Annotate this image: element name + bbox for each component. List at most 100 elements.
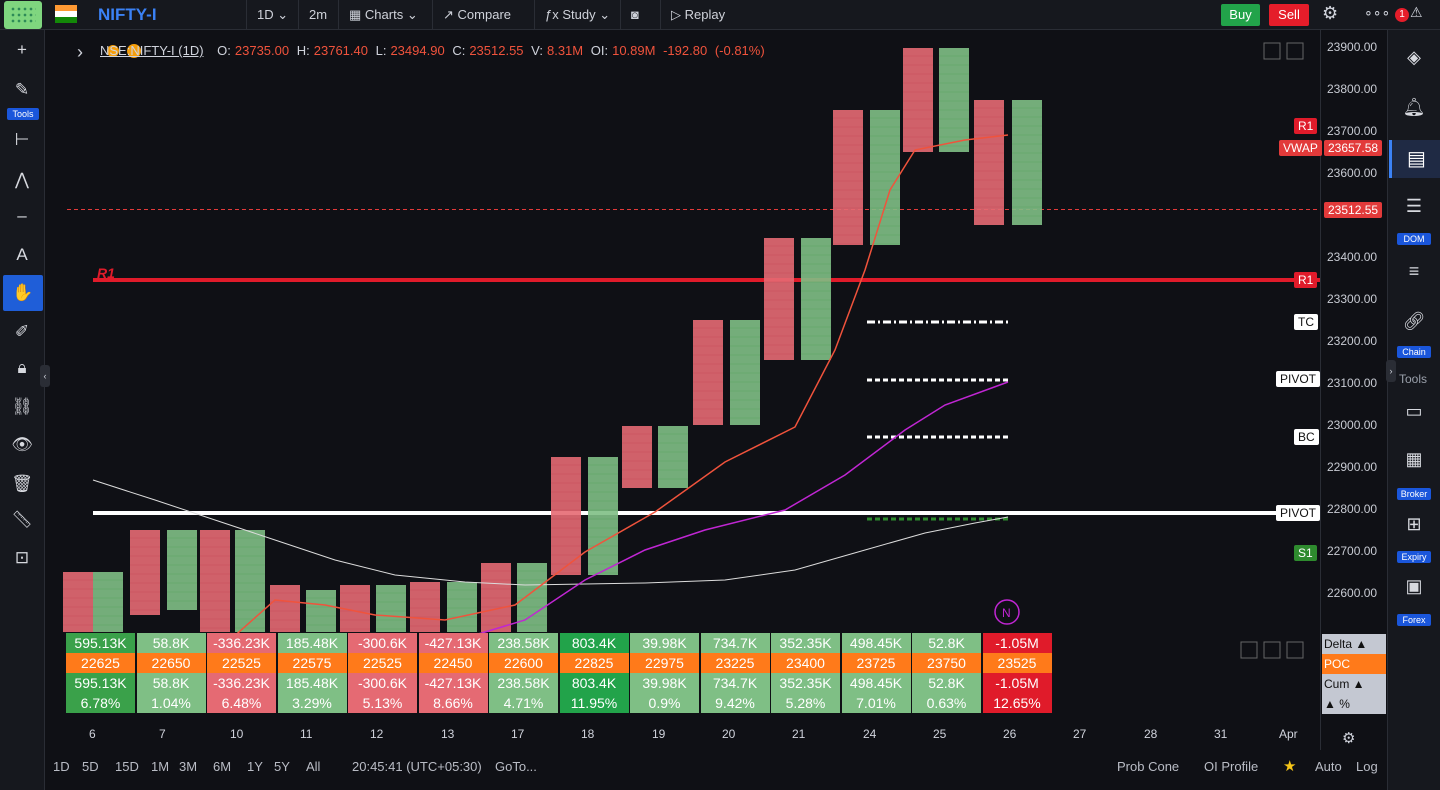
- dom-icon[interactable]: ☰: [1405, 196, 1423, 216]
- table-cell-delta: -336.23K: [207, 633, 276, 653]
- news-badge: [994, 599, 1020, 625]
- horizontal-line-icon[interactable]: –: [17, 206, 27, 225]
- table-cell-delta: 352.35K: [771, 633, 840, 653]
- price-axis[interactable]: 23900.00 23800.00 23700.00 23600.00 2340…: [1320, 30, 1387, 750]
- table-cell-pct: 1.04%: [136, 693, 206, 713]
- layers-icon[interactable]: ◈: [1407, 47, 1421, 67]
- collapse-right-icon[interactable]: ›: [1386, 360, 1396, 382]
- charts-dropdown[interactable]: ▦ Charts ⌄: [338, 0, 429, 30]
- zoom-icon[interactable]: ⊡: [14, 548, 30, 567]
- x-tick-label: 7: [159, 727, 166, 741]
- range-5y[interactable]: 5Y: [274, 759, 290, 774]
- poc-legend[interactable]: POC: [1322, 654, 1386, 674]
- table-cell-poc: 23400: [771, 653, 840, 673]
- x-tick-label: 13: [441, 727, 455, 741]
- goto-button[interactable]: GoTo...: [495, 759, 537, 774]
- table-cell-delta: -300.6K: [348, 633, 417, 653]
- prob-cone-button[interactable]: Prob Cone: [1117, 759, 1180, 774]
- collapse-legend-icon: ›: [77, 42, 83, 62]
- footprint-bar: [730, 320, 760, 425]
- expiry-tag: Expiry: [1397, 551, 1431, 563]
- text-tool-icon[interactable]: A: [16, 245, 28, 264]
- table-cell-delta: 595.13K: [66, 633, 135, 653]
- link-icon[interactable]: ⛓︎: [11, 397, 33, 416]
- star-icon[interactable]: ★: [1283, 758, 1297, 775]
- magnet-tool[interactable]: ✋: [3, 275, 43, 311]
- range-all[interactable]: All: [306, 759, 321, 774]
- pct-legend[interactable]: ▲ %: [1322, 694, 1386, 714]
- oi-profile-button[interactable]: OI Profile: [1204, 759, 1259, 774]
- high-label: H:: [296, 43, 310, 58]
- auto-scale-button[interactable]: Auto: [1315, 759, 1342, 774]
- trash-icon[interactable]: 🗑︎: [11, 474, 33, 493]
- timeframe-button[interactable]: 2m: [298, 0, 338, 30]
- eye-icon[interactable]: 👁︎: [11, 435, 33, 454]
- currency-icon: [127, 44, 141, 58]
- brush-icon[interactable]: ✐: [14, 322, 30, 341]
- footprint-bar: [200, 530, 230, 632]
- watchlist-tab[interactable]: ▤: [1389, 140, 1440, 178]
- ruler-icon[interactable]: 📏︎: [11, 510, 33, 529]
- list-icon[interactable]: ≡: [1408, 261, 1420, 281]
- pattern-icon[interactable]: ⋀: [15, 170, 29, 189]
- footprint-bar: [270, 585, 300, 632]
- x-tick-label: 18: [581, 727, 595, 741]
- more-icon[interactable]: ∘∘∘: [1364, 4, 1391, 20]
- table-cell-pct: 6.48%: [207, 693, 276, 713]
- settings-gear-icon[interactable]: ⚙: [1342, 730, 1356, 747]
- table-cell-cum: 238.58K: [489, 673, 558, 693]
- footprint-bar: [306, 590, 336, 632]
- warning-icon[interactable]: ⚠: [1410, 4, 1423, 20]
- price-tick: 23600.00: [1327, 166, 1378, 180]
- chain-icon[interactable]: 🔗︎: [1402, 311, 1426, 331]
- interval-dropdown[interactable]: 1D ⌄: [246, 0, 301, 30]
- footprint-bar: [130, 530, 160, 615]
- x-tick-label: 27: [1073, 727, 1087, 741]
- sell-button[interactable]: Sell: [1269, 4, 1309, 26]
- grid-icon[interactable]: ▦: [1405, 449, 1423, 469]
- x-tick-label: 6: [89, 727, 96, 741]
- dom-tag: DOM: [1397, 233, 1431, 245]
- table-cell-delta: -427.13K: [418, 633, 488, 653]
- footprint-bar: [235, 530, 265, 632]
- table-cell-cum: 498.45K: [841, 673, 911, 693]
- range-15d[interactable]: 15D: [115, 759, 139, 774]
- pencil-icon[interactable]: ✎: [14, 80, 30, 99]
- gear-icon[interactable]: ⚙: [1322, 3, 1339, 23]
- table-cell-cum: 58.8K: [136, 673, 206, 693]
- candlestick-chart[interactable]: R1 N ›: [45, 30, 1320, 750]
- change-percent: (-0.81%): [714, 43, 765, 58]
- range-1d[interactable]: 1D: [53, 759, 70, 774]
- app-logo[interactable]: [4, 1, 42, 29]
- ohlc-legend: NSE:NIFTY-I (1D) O: 23735.00 H: 23761.40 L…: [100, 43, 769, 58]
- notification-badge[interactable]: 1: [1395, 8, 1409, 22]
- footprint-bar: [833, 110, 863, 245]
- collapse-left-icon[interactable]: ‹: [40, 365, 50, 387]
- table-cell-pct: 12.65%: [982, 693, 1052, 713]
- x-tick-label: 26: [1003, 727, 1017, 741]
- range-1y[interactable]: 1Y: [247, 759, 263, 774]
- buy-button[interactable]: Buy: [1221, 4, 1260, 26]
- range-1m[interactable]: 1M: [151, 759, 170, 774]
- bell-icon[interactable]: 🔔︎: [1402, 97, 1426, 117]
- calendar-icon[interactable]: ▣: [1405, 576, 1423, 596]
- range-6m[interactable]: 6M: [213, 759, 232, 774]
- study-dropdown[interactable]: ƒx Study ⌄: [534, 0, 618, 30]
- replay-button[interactable]: ▷ Replay: [660, 0, 745, 30]
- log-scale-button[interactable]: Log: [1356, 759, 1378, 774]
- cum-legend[interactable]: Cum ▲: [1322, 674, 1386, 694]
- server-icon[interactable]: ▭: [1405, 401, 1423, 421]
- symbol-name[interactable]: NIFTY-I: [98, 5, 157, 24]
- charts-label: Charts: [364, 7, 404, 22]
- camera-button[interactable]: ◙: [620, 0, 660, 30]
- trendline-icon[interactable]: ⊢: [14, 130, 30, 149]
- range-5d[interactable]: 5D: [82, 759, 99, 774]
- expiry-icon[interactable]: ⊞: [1406, 514, 1422, 534]
- compare-button[interactable]: ↗ Compare: [432, 0, 532, 30]
- low-label: L:: [375, 43, 387, 58]
- delta-legend[interactable]: Delta ▲: [1322, 634, 1386, 654]
- lock-icon[interactable]: 🔒︎: [17, 358, 27, 377]
- range-3m[interactable]: 3M: [179, 759, 198, 774]
- crosshair-icon[interactable]: +: [17, 40, 27, 59]
- instrument-label[interactable]: NSE:NIFTY-I (1D): [100, 43, 204, 58]
